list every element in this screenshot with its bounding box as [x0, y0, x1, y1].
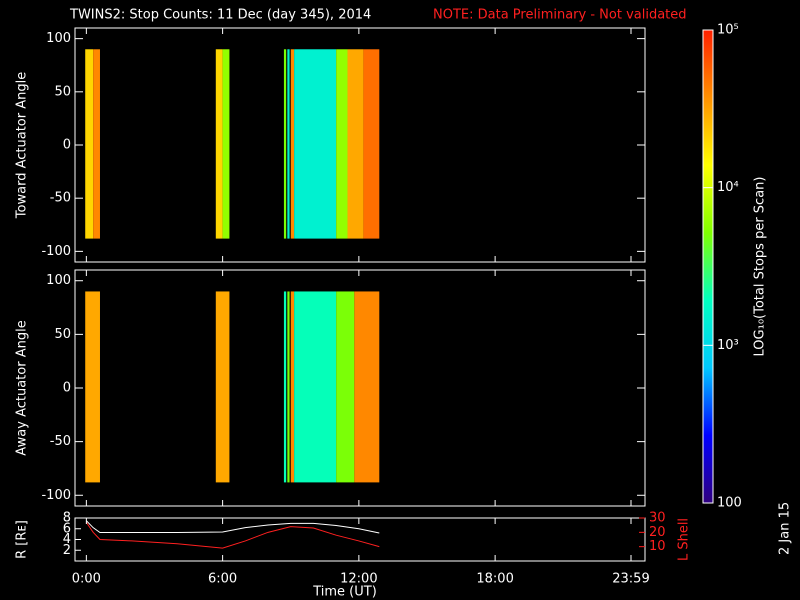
heatmap-cell — [222, 49, 230, 239]
y-axis-label: Away Actuator Angle — [15, 320, 30, 455]
heatmap-cell — [347, 49, 364, 239]
heatmap-cell — [336, 291, 355, 483]
heatmap-cell — [294, 291, 337, 483]
x-tick-label: 12:00 — [340, 572, 377, 587]
ephemeris-line — [85, 522, 380, 549]
y-tick-label: 2 — [63, 543, 71, 558]
heatmap-cell — [85, 49, 94, 239]
x-tick-label: 23:59 — [612, 572, 649, 587]
y-tick-label: -50 — [50, 191, 71, 206]
chart-title: TWINS2: Stop Counts: 11 Dec (day 345), 2… — [69, 8, 371, 23]
colorbar-label: LOG₁₀(Total Stops per Scan) — [753, 177, 768, 357]
heatmap-cell — [283, 291, 287, 483]
y-tick-label: 8 — [63, 511, 71, 526]
y-axis-label: R [Rᴇ] — [15, 520, 30, 559]
heatmap-cell — [85, 291, 100, 483]
x-tick-label: 6:00 — [208, 572, 237, 587]
heatmap-cell — [215, 49, 223, 239]
y2-tick-label: 30 — [649, 511, 666, 526]
y-tick-label: 50 — [54, 327, 71, 342]
heatmap-cell — [215, 291, 230, 483]
y2-tick-label: 20 — [649, 525, 666, 540]
colorbar-tick-label: 100 — [717, 496, 742, 511]
y-tick-label: 0 — [63, 381, 71, 396]
y-tick-label: 6 — [63, 521, 71, 536]
heatmap-cell — [283, 49, 287, 239]
note: NOTE: Data Preliminary - Not validated — [433, 8, 687, 23]
y-tick-label: -50 — [50, 434, 71, 449]
y-tick-label: 4 — [63, 532, 71, 547]
colorbar — [702, 29, 714, 504]
heatmap-cell — [287, 291, 290, 483]
y-axis-label: Toward Actuator Angle — [15, 72, 30, 219]
y-tick-label: -100 — [41, 488, 71, 503]
y-tick-label: -100 — [41, 244, 71, 259]
colorbar-tick-label: 10⁴ — [717, 180, 739, 195]
y-tick-label: 100 — [46, 273, 71, 288]
heatmap-cell — [93, 49, 100, 239]
heatmap-cell — [287, 49, 290, 239]
x-tick-label: 18:00 — [476, 572, 513, 587]
y-tick-label: 0 — [63, 138, 71, 153]
ephemeris-line — [85, 520, 380, 534]
x-tick-label: 0:00 — [72, 572, 101, 587]
side-text: 2 Jan 15 — [778, 502, 793, 555]
heatmap-cell — [294, 49, 337, 239]
heatmap-cell — [290, 291, 295, 483]
heatmap-cell — [336, 49, 348, 239]
heatmap-cell — [363, 49, 380, 239]
y-tick-label: 100 — [46, 31, 71, 46]
heatmap-cell — [290, 49, 295, 239]
heatmap-cell — [354, 291, 380, 483]
colorbar-tick-label: 10³ — [717, 338, 739, 353]
y-tick-label: 50 — [54, 84, 71, 99]
y2-tick-label: 10 — [649, 539, 666, 554]
x-axis-label: Time (UT) — [312, 585, 377, 600]
y2-axis-label: L Shell — [677, 518, 692, 561]
colorbar-tick-label: 10⁵ — [717, 23, 739, 38]
